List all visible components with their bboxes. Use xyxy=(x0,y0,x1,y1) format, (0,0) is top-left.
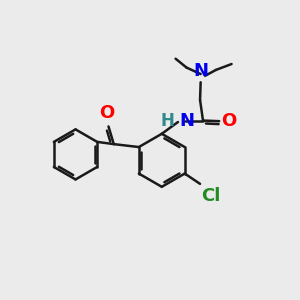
Text: H: H xyxy=(160,112,174,130)
Text: N: N xyxy=(179,112,194,130)
Text: O: O xyxy=(221,112,237,130)
Text: Cl: Cl xyxy=(202,188,221,206)
Text: N: N xyxy=(193,62,208,80)
Text: O: O xyxy=(99,104,115,122)
